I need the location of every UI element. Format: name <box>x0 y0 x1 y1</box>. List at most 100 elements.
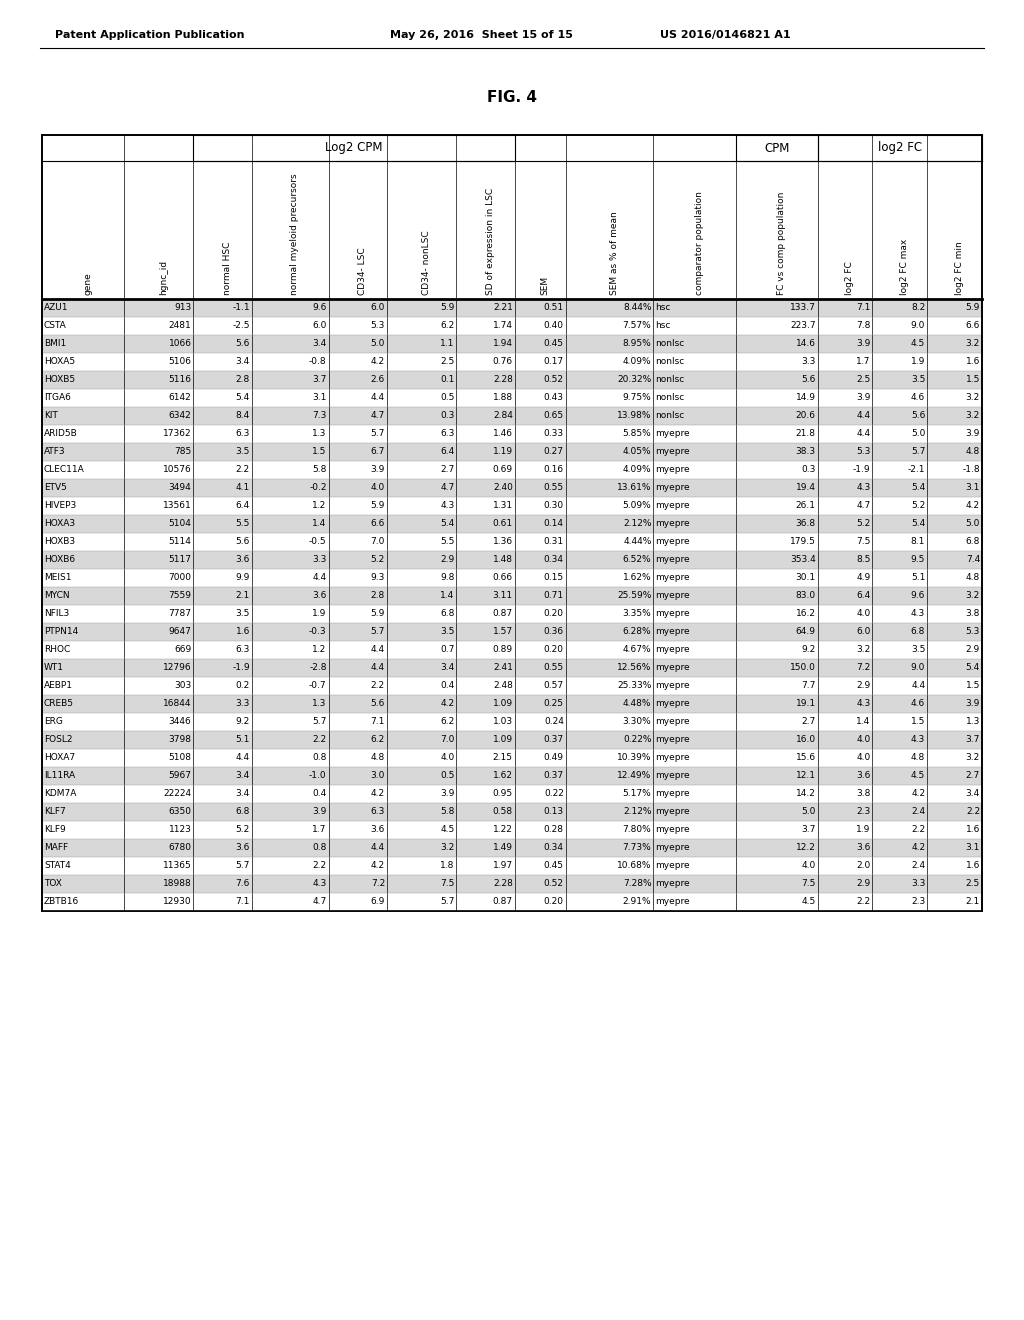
Text: CREB5: CREB5 <box>44 700 74 709</box>
Text: CSTA: CSTA <box>44 322 67 330</box>
Text: 3.9: 3.9 <box>856 339 870 348</box>
Text: 5117: 5117 <box>169 556 191 565</box>
Text: 4.44%: 4.44% <box>623 537 651 546</box>
Text: 5.2: 5.2 <box>911 502 926 511</box>
Text: 13561: 13561 <box>163 502 191 511</box>
Text: 4.5: 4.5 <box>911 771 926 780</box>
Text: 2.2: 2.2 <box>312 735 327 744</box>
Text: 30.1: 30.1 <box>796 573 816 582</box>
Text: 1.31: 1.31 <box>493 502 513 511</box>
Text: 8.2: 8.2 <box>911 304 926 313</box>
Text: ERG: ERG <box>44 718 62 726</box>
Text: 4.8: 4.8 <box>966 447 980 457</box>
Text: log2 FC: log2 FC <box>845 261 854 294</box>
Text: 2.9: 2.9 <box>856 681 870 690</box>
Text: 3.2: 3.2 <box>966 393 980 403</box>
Text: 4.48%: 4.48% <box>623 700 651 709</box>
Text: 2.91%: 2.91% <box>623 898 651 907</box>
Text: 25.33%: 25.33% <box>617 681 651 690</box>
Text: 4.0: 4.0 <box>371 483 385 492</box>
Text: 5.4: 5.4 <box>440 520 455 528</box>
Text: 9.75%: 9.75% <box>623 393 651 403</box>
Text: 3.8: 3.8 <box>966 610 980 619</box>
Text: myepre: myepre <box>655 843 690 853</box>
Text: 3.4: 3.4 <box>312 339 327 348</box>
Text: log2 FC: log2 FC <box>878 141 922 154</box>
Text: 1.9: 1.9 <box>312 610 327 619</box>
Text: 4.6: 4.6 <box>911 393 926 403</box>
Text: 3.5: 3.5 <box>911 375 926 384</box>
Text: 4.4: 4.4 <box>312 573 327 582</box>
Bar <box>43 587 981 605</box>
Text: Log2 CPM: Log2 CPM <box>326 141 383 154</box>
Text: 2.9: 2.9 <box>966 645 980 655</box>
Text: 1.22: 1.22 <box>493 825 513 834</box>
Text: -1.1: -1.1 <box>232 304 250 313</box>
Text: gene: gene <box>83 272 92 294</box>
Text: 6.8: 6.8 <box>440 610 455 619</box>
Text: 0.5: 0.5 <box>440 393 455 403</box>
Text: 0.87: 0.87 <box>493 898 513 907</box>
Text: 2.1: 2.1 <box>966 898 980 907</box>
Text: 0.8: 0.8 <box>312 843 327 853</box>
Text: 6.2: 6.2 <box>371 735 385 744</box>
Text: -0.3: -0.3 <box>309 627 327 636</box>
Text: 4.0: 4.0 <box>440 754 455 763</box>
Text: 19.4: 19.4 <box>796 483 816 492</box>
Text: nonlsc: nonlsc <box>655 339 685 348</box>
Text: 26.1: 26.1 <box>796 502 816 511</box>
Text: CD34- nonLSC: CD34- nonLSC <box>422 231 431 294</box>
Text: 133.7: 133.7 <box>790 304 816 313</box>
Text: 5.0: 5.0 <box>371 339 385 348</box>
Bar <box>43 408 981 425</box>
Text: 1.9: 1.9 <box>856 825 870 834</box>
Text: 1.49: 1.49 <box>493 843 513 853</box>
Text: May 26, 2016  Sheet 15 of 15: May 26, 2016 Sheet 15 of 15 <box>390 30 572 40</box>
Text: -0.7: -0.7 <box>309 681 327 690</box>
Text: 7000: 7000 <box>169 573 191 582</box>
Text: 1066: 1066 <box>169 339 191 348</box>
Text: 1.88: 1.88 <box>493 393 513 403</box>
Text: 5.17%: 5.17% <box>623 789 651 799</box>
Text: 6350: 6350 <box>169 808 191 817</box>
Text: 5.0: 5.0 <box>802 808 816 817</box>
Text: 2.8: 2.8 <box>371 591 385 601</box>
Text: 1.09: 1.09 <box>493 735 513 744</box>
Text: comparator population: comparator population <box>694 191 703 294</box>
Text: 2.5: 2.5 <box>856 375 870 384</box>
Text: 0.45: 0.45 <box>544 339 564 348</box>
Text: 3.0: 3.0 <box>371 771 385 780</box>
Text: 1.1: 1.1 <box>440 339 455 348</box>
Text: 7.0: 7.0 <box>440 735 455 744</box>
Text: 1.9: 1.9 <box>911 358 926 367</box>
Text: 2.12%: 2.12% <box>623 520 651 528</box>
Bar <box>43 840 981 857</box>
Text: 0.3: 0.3 <box>802 466 816 474</box>
Text: myepre: myepre <box>655 664 690 672</box>
Text: 7.3: 7.3 <box>312 412 327 421</box>
Text: log2 FC max: log2 FC max <box>900 239 909 294</box>
Bar <box>43 821 981 838</box>
Text: 9.6: 9.6 <box>312 304 327 313</box>
Text: myepre: myepre <box>655 429 690 438</box>
Text: NFIL3: NFIL3 <box>44 610 70 619</box>
Text: -0.5: -0.5 <box>309 537 327 546</box>
Text: 2.12%: 2.12% <box>623 808 651 817</box>
Text: hsc: hsc <box>655 304 671 313</box>
Text: 0.13: 0.13 <box>544 808 564 817</box>
Text: 3.30%: 3.30% <box>623 718 651 726</box>
Text: 16844: 16844 <box>163 700 191 709</box>
Text: 0.7: 0.7 <box>440 645 455 655</box>
Text: 1.2: 1.2 <box>312 502 327 511</box>
Text: 9.2: 9.2 <box>236 718 250 726</box>
Bar <box>43 569 981 586</box>
Text: 1.5: 1.5 <box>966 681 980 690</box>
Text: hgnc_id: hgnc_id <box>159 260 168 294</box>
Text: 3.35%: 3.35% <box>623 610 651 619</box>
Text: 20.32%: 20.32% <box>617 375 651 384</box>
Text: 913: 913 <box>174 304 191 313</box>
Text: 1.5: 1.5 <box>966 375 980 384</box>
Text: 2.84: 2.84 <box>493 412 513 421</box>
Text: 12.49%: 12.49% <box>617 771 651 780</box>
Text: 12.1: 12.1 <box>796 771 816 780</box>
